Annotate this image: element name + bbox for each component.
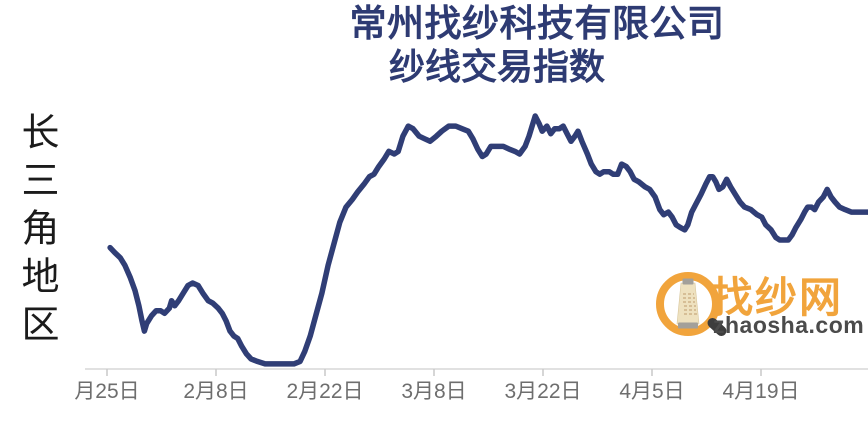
x-axis-label: 4月19日 xyxy=(722,380,799,403)
x-axis-label: 3月22日 xyxy=(504,380,581,403)
x-axis-label: 4月5日 xyxy=(619,380,684,403)
chart-title-line1: 常州找纱科技有限公司 xyxy=(349,3,725,44)
x-axis-label: 2月22日 xyxy=(286,380,363,403)
chart-title: 常州找纱科技有限公司 纱线交易指数 xyxy=(330,1,744,88)
chart-title-line2: 纱线交易指数 xyxy=(388,46,605,87)
x-axis-label: 2月8日 xyxy=(183,380,248,403)
index-line-series xyxy=(107,113,868,367)
region-label: 长三角地区 xyxy=(15,112,57,352)
x-axis-label: 月25日 xyxy=(74,380,139,403)
x-axis-label: 3月8日 xyxy=(401,380,466,403)
